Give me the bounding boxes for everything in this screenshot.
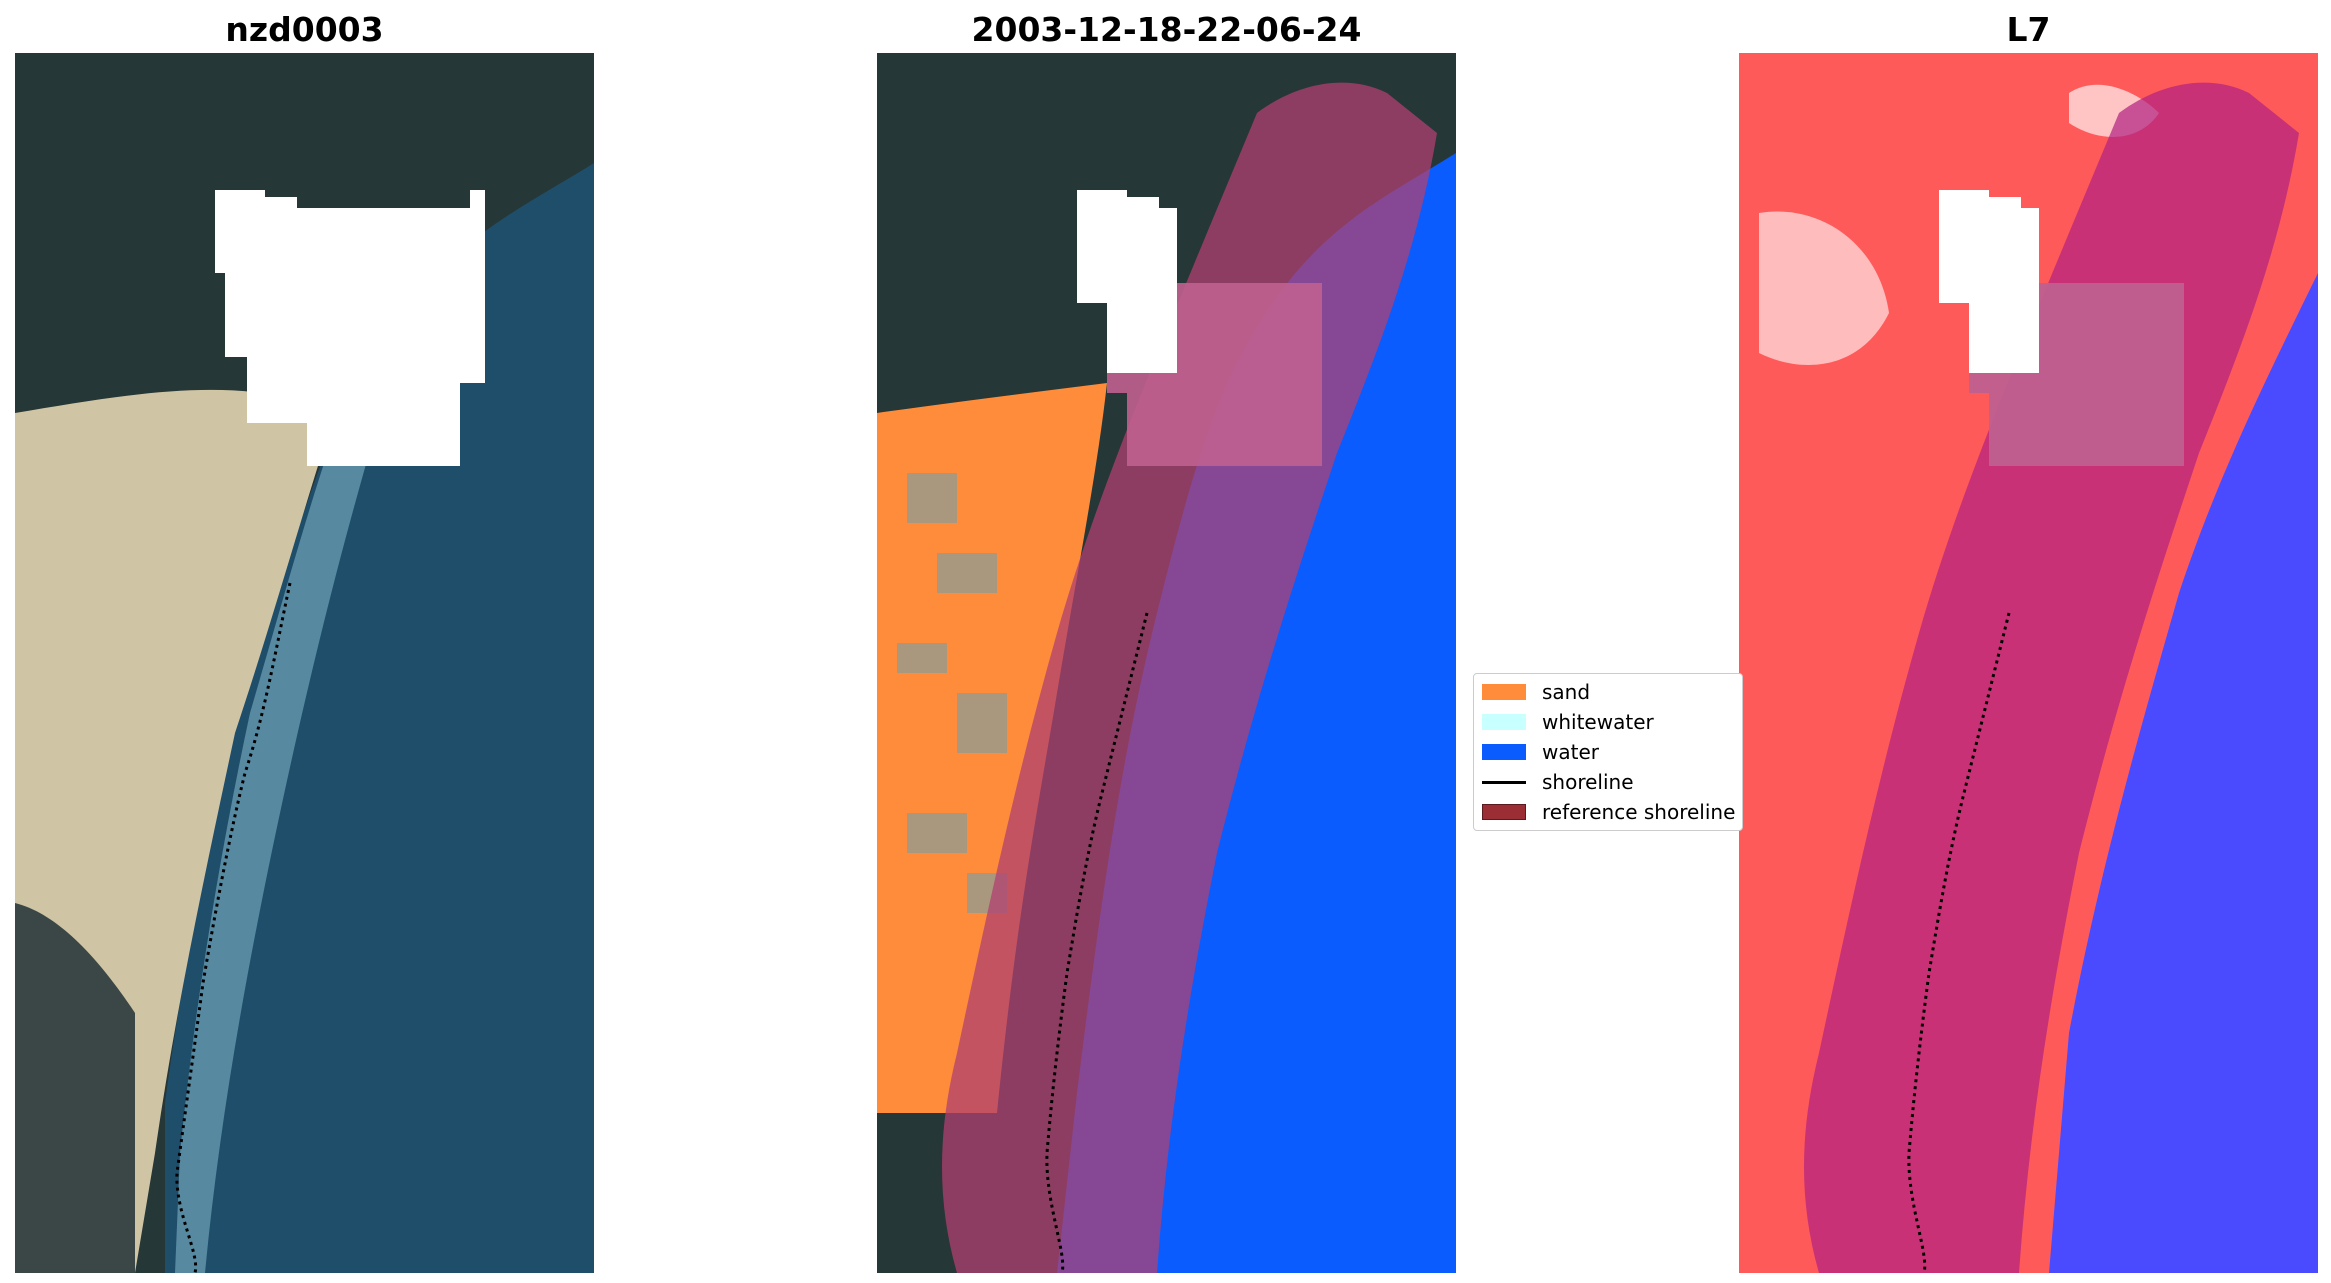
whitewater-swatch [1482,714,1526,730]
index-image [1739,53,2318,1273]
classification-legend: sand whitewater water shoreline referenc… [1473,673,1743,831]
water-swatch [1482,744,1526,760]
legend-item-whitewater: whitewater [1482,708,1654,736]
whitewater-band [175,403,375,1273]
bright-land-patch [1759,211,1889,365]
rgb-image-panel [15,53,594,1273]
shoreline-line [1907,612,2011,1273]
cloud-mask [1939,190,2039,373]
legend-item-water: water [1482,738,1599,766]
legend-item-shoreline: shoreline [1482,768,1634,796]
water-index [2049,273,2318,1273]
panel-title-image: nzd0003 [225,10,384,49]
panel-title-date: 2003-12-18-22-06-24 [971,10,1362,49]
sand-swatch [1482,684,1526,700]
legend-label: water [1542,740,1599,764]
classification-image [877,53,1456,1273]
legend-label: reference shoreline [1542,800,1736,824]
sand-gaps [897,473,1007,913]
legend-label: shoreline [1542,770,1634,794]
legend-item-sand: sand [1482,678,1590,706]
cloud-mask [1077,190,1177,373]
index-panel [1739,53,2318,1273]
rgb-image [15,53,594,1273]
reference-shoreline-swatch [1482,804,1526,820]
legend-item-reference-shoreline: reference shoreline [1482,798,1735,826]
cloud-mask [215,190,485,466]
legend-label: sand [1542,680,1591,704]
legend-label: whitewater [1542,710,1654,734]
shoreline-line [175,582,292,1273]
shoreline-line-swatch [1482,780,1526,784]
shoreline-line [1045,612,1149,1273]
panel-title-satellite: L7 [2006,10,2051,49]
dark-vegetation-south [15,903,135,1273]
classification-panel [877,53,1456,1273]
